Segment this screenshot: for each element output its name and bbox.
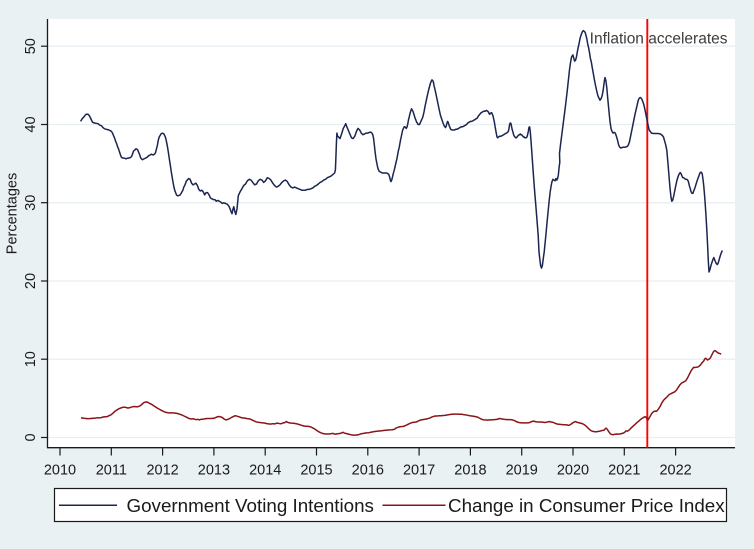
svg-text:2021: 2021 — [608, 463, 640, 479]
svg-text:50: 50 — [23, 38, 39, 54]
svg-text:2019: 2019 — [506, 463, 538, 479]
svg-text:Inflation accelerates: Inflation accelerates — [590, 30, 728, 47]
svg-text:2018: 2018 — [454, 463, 486, 479]
svg-text:2022: 2022 — [659, 463, 691, 479]
svg-text:Change in Consumer Price Index: Change in Consumer Price Index — [448, 495, 725, 516]
svg-text:2016: 2016 — [352, 463, 384, 479]
svg-text:2014: 2014 — [249, 463, 281, 479]
svg-text:2011: 2011 — [96, 463, 127, 479]
svg-text:Percentages: Percentages — [4, 173, 20, 254]
svg-text:Government Voting Intentions: Government Voting Intentions — [127, 495, 374, 516]
svg-text:30: 30 — [23, 195, 39, 211]
svg-text:2012: 2012 — [146, 463, 178, 479]
svg-text:2013: 2013 — [198, 463, 230, 479]
svg-text:2020: 2020 — [557, 463, 589, 479]
svg-text:10: 10 — [23, 351, 39, 367]
svg-text:0: 0 — [23, 433, 39, 441]
svg-text:2010: 2010 — [44, 463, 76, 479]
svg-text:20: 20 — [23, 273, 39, 289]
svg-text:40: 40 — [23, 116, 39, 132]
svg-text:2015: 2015 — [300, 463, 332, 479]
svg-text:2017: 2017 — [403, 463, 435, 479]
